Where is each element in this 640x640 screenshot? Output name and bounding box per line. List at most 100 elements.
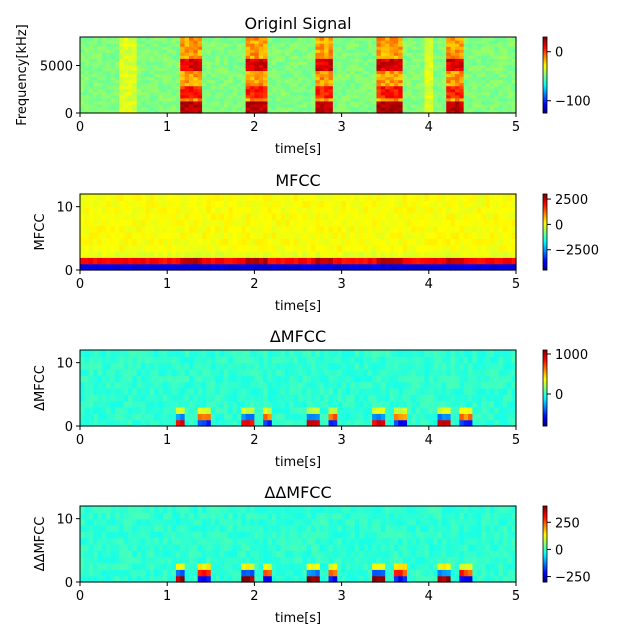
heatmap-cell [494, 407, 500, 414]
heatmap-cell [359, 64, 364, 68]
heatmap-cell [241, 419, 247, 427]
heatmap-cell [80, 263, 85, 271]
heatmap-cell [267, 200, 273, 208]
heatmap-cell [354, 58, 360, 62]
heatmap-cell [350, 100, 356, 105]
heatmap-cell [223, 79, 229, 84]
heatmap-cell [332, 375, 338, 383]
heatmap-cell [101, 369, 107, 376]
heatmap-cell [454, 82, 460, 87]
heatmap-cell [245, 73, 251, 78]
heatmap-cell [393, 213, 399, 220]
heatmap-cell [219, 79, 225, 84]
heatmap-cell [354, 73, 360, 78]
heatmap-cell [289, 55, 295, 59]
heatmap-cell [202, 244, 208, 252]
heatmap-cell [114, 381, 120, 389]
heatmap-cell [106, 58, 112, 62]
heatmap-cell [302, 106, 308, 111]
colorbar-segment [543, 226, 547, 229]
heatmap-cell [101, 37, 107, 41]
heatmap-cell [481, 100, 487, 105]
heatmap-cell [359, 43, 364, 47]
heatmap-cell [376, 238, 382, 246]
heatmap-cell [215, 94, 221, 99]
heatmap-cell [245, 381, 251, 389]
heatmap-cell [197, 49, 203, 53]
heatmap-cell [402, 362, 408, 370]
heatmap-cell [328, 85, 334, 90]
heatmap-cell [97, 73, 103, 78]
heatmap-cell [145, 91, 151, 96]
heatmap-cell [389, 407, 395, 414]
heatmap-cell [376, 413, 382, 421]
heatmap-cell [393, 362, 399, 370]
heatmap-cell [476, 79, 482, 84]
heatmap-cell [162, 407, 168, 414]
heatmap-cell [380, 263, 386, 271]
heatmap-cell [219, 106, 225, 111]
heatmap-cell [158, 388, 164, 395]
heatmap-cell [354, 407, 360, 414]
heatmap-cell [311, 388, 317, 395]
heatmap-cell [411, 356, 417, 364]
heatmap-cell [407, 362, 412, 370]
heatmap-cell [245, 49, 251, 53]
heatmap-cell [472, 94, 478, 99]
heatmap-cell [210, 400, 216, 408]
heatmap-cell [271, 244, 277, 252]
heatmap-cell [280, 46, 286, 50]
heatmap-cell [428, 225, 434, 233]
heatmap-cell [502, 200, 508, 208]
heatmap-cell [206, 55, 212, 59]
heatmap-cell [415, 263, 421, 271]
x-tick-label: 0 [76, 277, 84, 292]
heatmap-cell [97, 40, 103, 44]
heatmap-cell [354, 109, 360, 114]
heatmap-cell [385, 263, 391, 271]
heatmap-cell [254, 244, 260, 252]
heatmap-cell [271, 73, 277, 78]
heatmap-cell [189, 94, 194, 99]
heatmap-cell [123, 369, 129, 376]
heatmap-cell [197, 103, 203, 108]
heatmap-cell [315, 106, 321, 111]
heatmap-cell [311, 46, 317, 50]
heatmap-cell [372, 238, 378, 246]
heatmap-cell [359, 419, 364, 427]
heatmap-cell [463, 244, 469, 252]
heatmap-cell [315, 88, 321, 93]
heatmap-cell [494, 238, 500, 246]
heatmap-cell [319, 100, 325, 105]
heatmap-cell [337, 61, 343, 65]
heatmap-cell [476, 388, 482, 395]
heatmap-cell [367, 40, 373, 44]
heatmap-cell [127, 37, 133, 41]
heatmap-cell [411, 46, 417, 50]
heatmap-cell [245, 419, 251, 427]
heatmap-cell [424, 263, 430, 271]
heatmap-cell [175, 73, 181, 78]
heatmap-cell [372, 375, 378, 383]
heatmap-cell [446, 61, 452, 65]
heatmap-cell [80, 375, 85, 383]
heatmap-cell [171, 97, 177, 102]
heatmap-cell [411, 251, 417, 258]
heatmap-cell [376, 263, 382, 271]
heatmap-cell [494, 206, 500, 214]
heatmap-cell [402, 82, 408, 87]
heatmap-cell [245, 219, 251, 227]
heatmap-cell [171, 55, 177, 59]
heatmap-cell [345, 49, 351, 53]
heatmap-cell [420, 64, 426, 68]
heatmap-cell [197, 381, 203, 389]
heatmap-cell [298, 40, 303, 44]
heatmap-cell [428, 97, 434, 102]
heatmap-cell [114, 388, 120, 395]
heatmap-cell [250, 362, 255, 370]
heatmap-cell [106, 91, 112, 96]
heatmap-cell [454, 257, 460, 265]
heatmap-cell [385, 194, 391, 201]
heatmap-cell [350, 85, 356, 90]
heatmap-cell [476, 85, 482, 90]
